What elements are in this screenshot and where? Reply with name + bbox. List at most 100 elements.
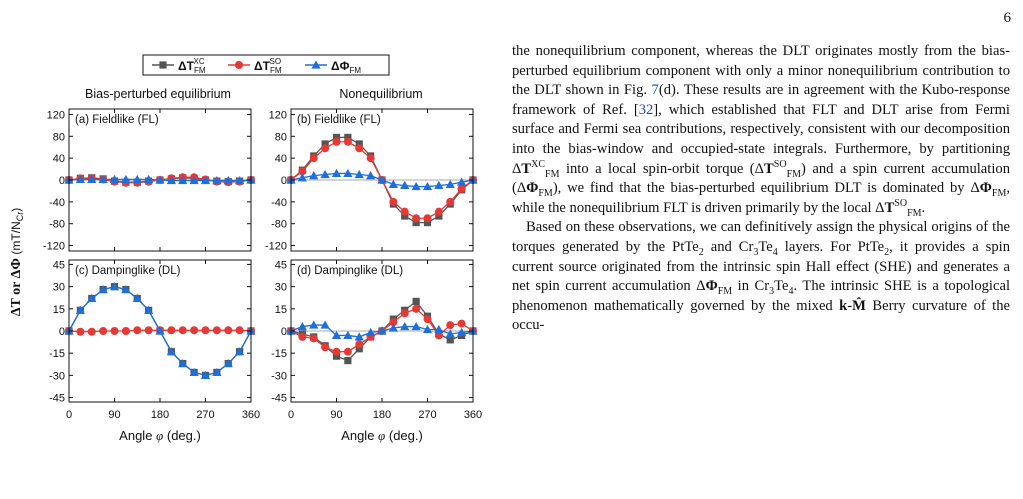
x-axis-label-symbol: φ	[156, 428, 163, 443]
y-axis-label: ΔT or ΔΦ (mT/NCr)	[9, 208, 25, 317]
p2-run: and Cr	[703, 238, 754, 255]
p2-run: 2	[884, 246, 890, 258]
marker-triangle	[354, 332, 364, 341]
p1-run: FM	[907, 207, 922, 219]
text-column: the nonequilibrium component, whereas th…	[512, 42, 1010, 336]
marker-square	[446, 336, 454, 344]
paragraph-1: the nonequilibrium component, whereas th…	[512, 42, 1010, 218]
marker-triangle	[87, 293, 97, 303]
marker-triangle	[343, 330, 353, 340]
x-axis-label-units: (deg.)	[385, 428, 423, 443]
marker-triangle	[320, 320, 330, 329]
y-tick-label: 80	[275, 131, 287, 143]
marker-circle	[457, 319, 466, 328]
y-tick-label: 45	[53, 259, 65, 271]
marker-triangle	[320, 169, 330, 179]
marker-circle	[423, 214, 432, 223]
marker-triangle	[445, 179, 455, 188]
y-tick-label: -45	[49, 393, 65, 405]
marker-circle	[144, 326, 153, 335]
marker-circle	[309, 154, 318, 163]
marker-square	[355, 345, 363, 353]
marker-triangle	[309, 320, 319, 329]
p1-run: Φ	[526, 180, 539, 197]
y-tick-label: -30	[271, 370, 287, 382]
x-axis-label-main: Angle	[119, 428, 156, 443]
marker-circle	[434, 207, 443, 216]
panel-title: (d) Dampinglike (DL)	[297, 265, 403, 277]
p1-run: into a local spin-orbit torque (Δ	[559, 160, 765, 177]
p2-run: Φ	[705, 278, 718, 295]
marker-circle	[224, 326, 233, 335]
y-tick-label: -80	[49, 219, 65, 231]
p1-run: T	[884, 199, 895, 216]
marker-circle	[366, 154, 375, 163]
y-tick-label: 15	[53, 304, 65, 316]
marker-triangle	[297, 173, 307, 182]
y-tick-label: -15	[271, 348, 287, 360]
x-axis-label: Angle φ (deg.)	[119, 428, 201, 443]
marker-circle	[212, 326, 221, 335]
marker-triangle	[457, 177, 467, 186]
marker-square	[423, 219, 432, 227]
marker-circle	[321, 144, 330, 153]
y-tick-label: 30	[275, 282, 287, 294]
marker-circle	[235, 61, 243, 69]
marker-triangle	[422, 324, 433, 334]
y-tick-label: -80	[271, 219, 287, 231]
marker-triangle	[400, 180, 410, 190]
page-number: 6	[1003, 10, 1012, 26]
marker-triangle	[212, 367, 222, 377]
x-tick-label: 180	[151, 409, 169, 421]
p1-run[interactable]: 7	[651, 82, 659, 99]
marker-square	[321, 140, 329, 148]
p2-run: Berry curvature of the occu-	[512, 297, 1010, 334]
panel-title: (b) Fieldlike (FL)	[297, 114, 381, 126]
marker-square	[344, 356, 352, 365]
marker-circle	[121, 327, 130, 335]
marker-square	[159, 61, 167, 69]
marker-circle	[355, 340, 364, 349]
marker-circle	[446, 321, 455, 330]
p1-run: .	[921, 199, 926, 216]
x-axis-label-units: (deg.)	[163, 428, 201, 443]
figure-7: ΔTFMXC ΔTFMSO ΔΦFM Bias-perturbed equilibri…	[0, 0, 495, 494]
marker-circle	[298, 332, 307, 341]
marker-triangle	[87, 174, 97, 184]
marker-circle	[133, 326, 142, 335]
y-tick-label: 0	[59, 326, 65, 338]
marker-triangle	[311, 60, 321, 69]
marker-circle	[389, 318, 398, 327]
marker-circle	[99, 327, 108, 335]
marker-triangle	[411, 181, 421, 191]
marker-circle	[389, 197, 398, 206]
marker-triangle	[343, 168, 353, 178]
marker-triangle	[212, 175, 222, 185]
marker-square	[412, 297, 420, 306]
marker-circle	[178, 326, 187, 335]
marker-triangle	[189, 367, 199, 377]
legend: ΔTFMXC ΔTFMSO ΔΦFM	[142, 54, 390, 76]
marker-triangle	[178, 358, 188, 368]
marker-triangle	[354, 169, 364, 179]
marker-triangle	[377, 326, 387, 335]
marker-circle	[190, 326, 199, 335]
y-tick-label: 45	[275, 259, 287, 271]
y-tick-label: 40	[275, 153, 287, 165]
marker-square	[332, 133, 341, 141]
marker-circle	[235, 326, 244, 335]
marker-circle	[167, 326, 176, 335]
p1-run: Φ	[979, 180, 992, 197]
x-tick-label: 90	[108, 409, 120, 421]
marker-circle	[332, 347, 341, 356]
p2-run: in Cr	[732, 278, 770, 295]
p1-run[interactable]: 32	[638, 101, 654, 118]
marker-circle	[434, 331, 443, 340]
marker-triangle	[235, 347, 245, 356]
paragraph-2: Based on these observations, we can defi…	[512, 218, 1010, 336]
p2-run: , it provides a spin current source orig…	[512, 238, 1011, 295]
y-tick-label: -15	[49, 348, 65, 360]
p2-run: M̂	[852, 297, 866, 314]
